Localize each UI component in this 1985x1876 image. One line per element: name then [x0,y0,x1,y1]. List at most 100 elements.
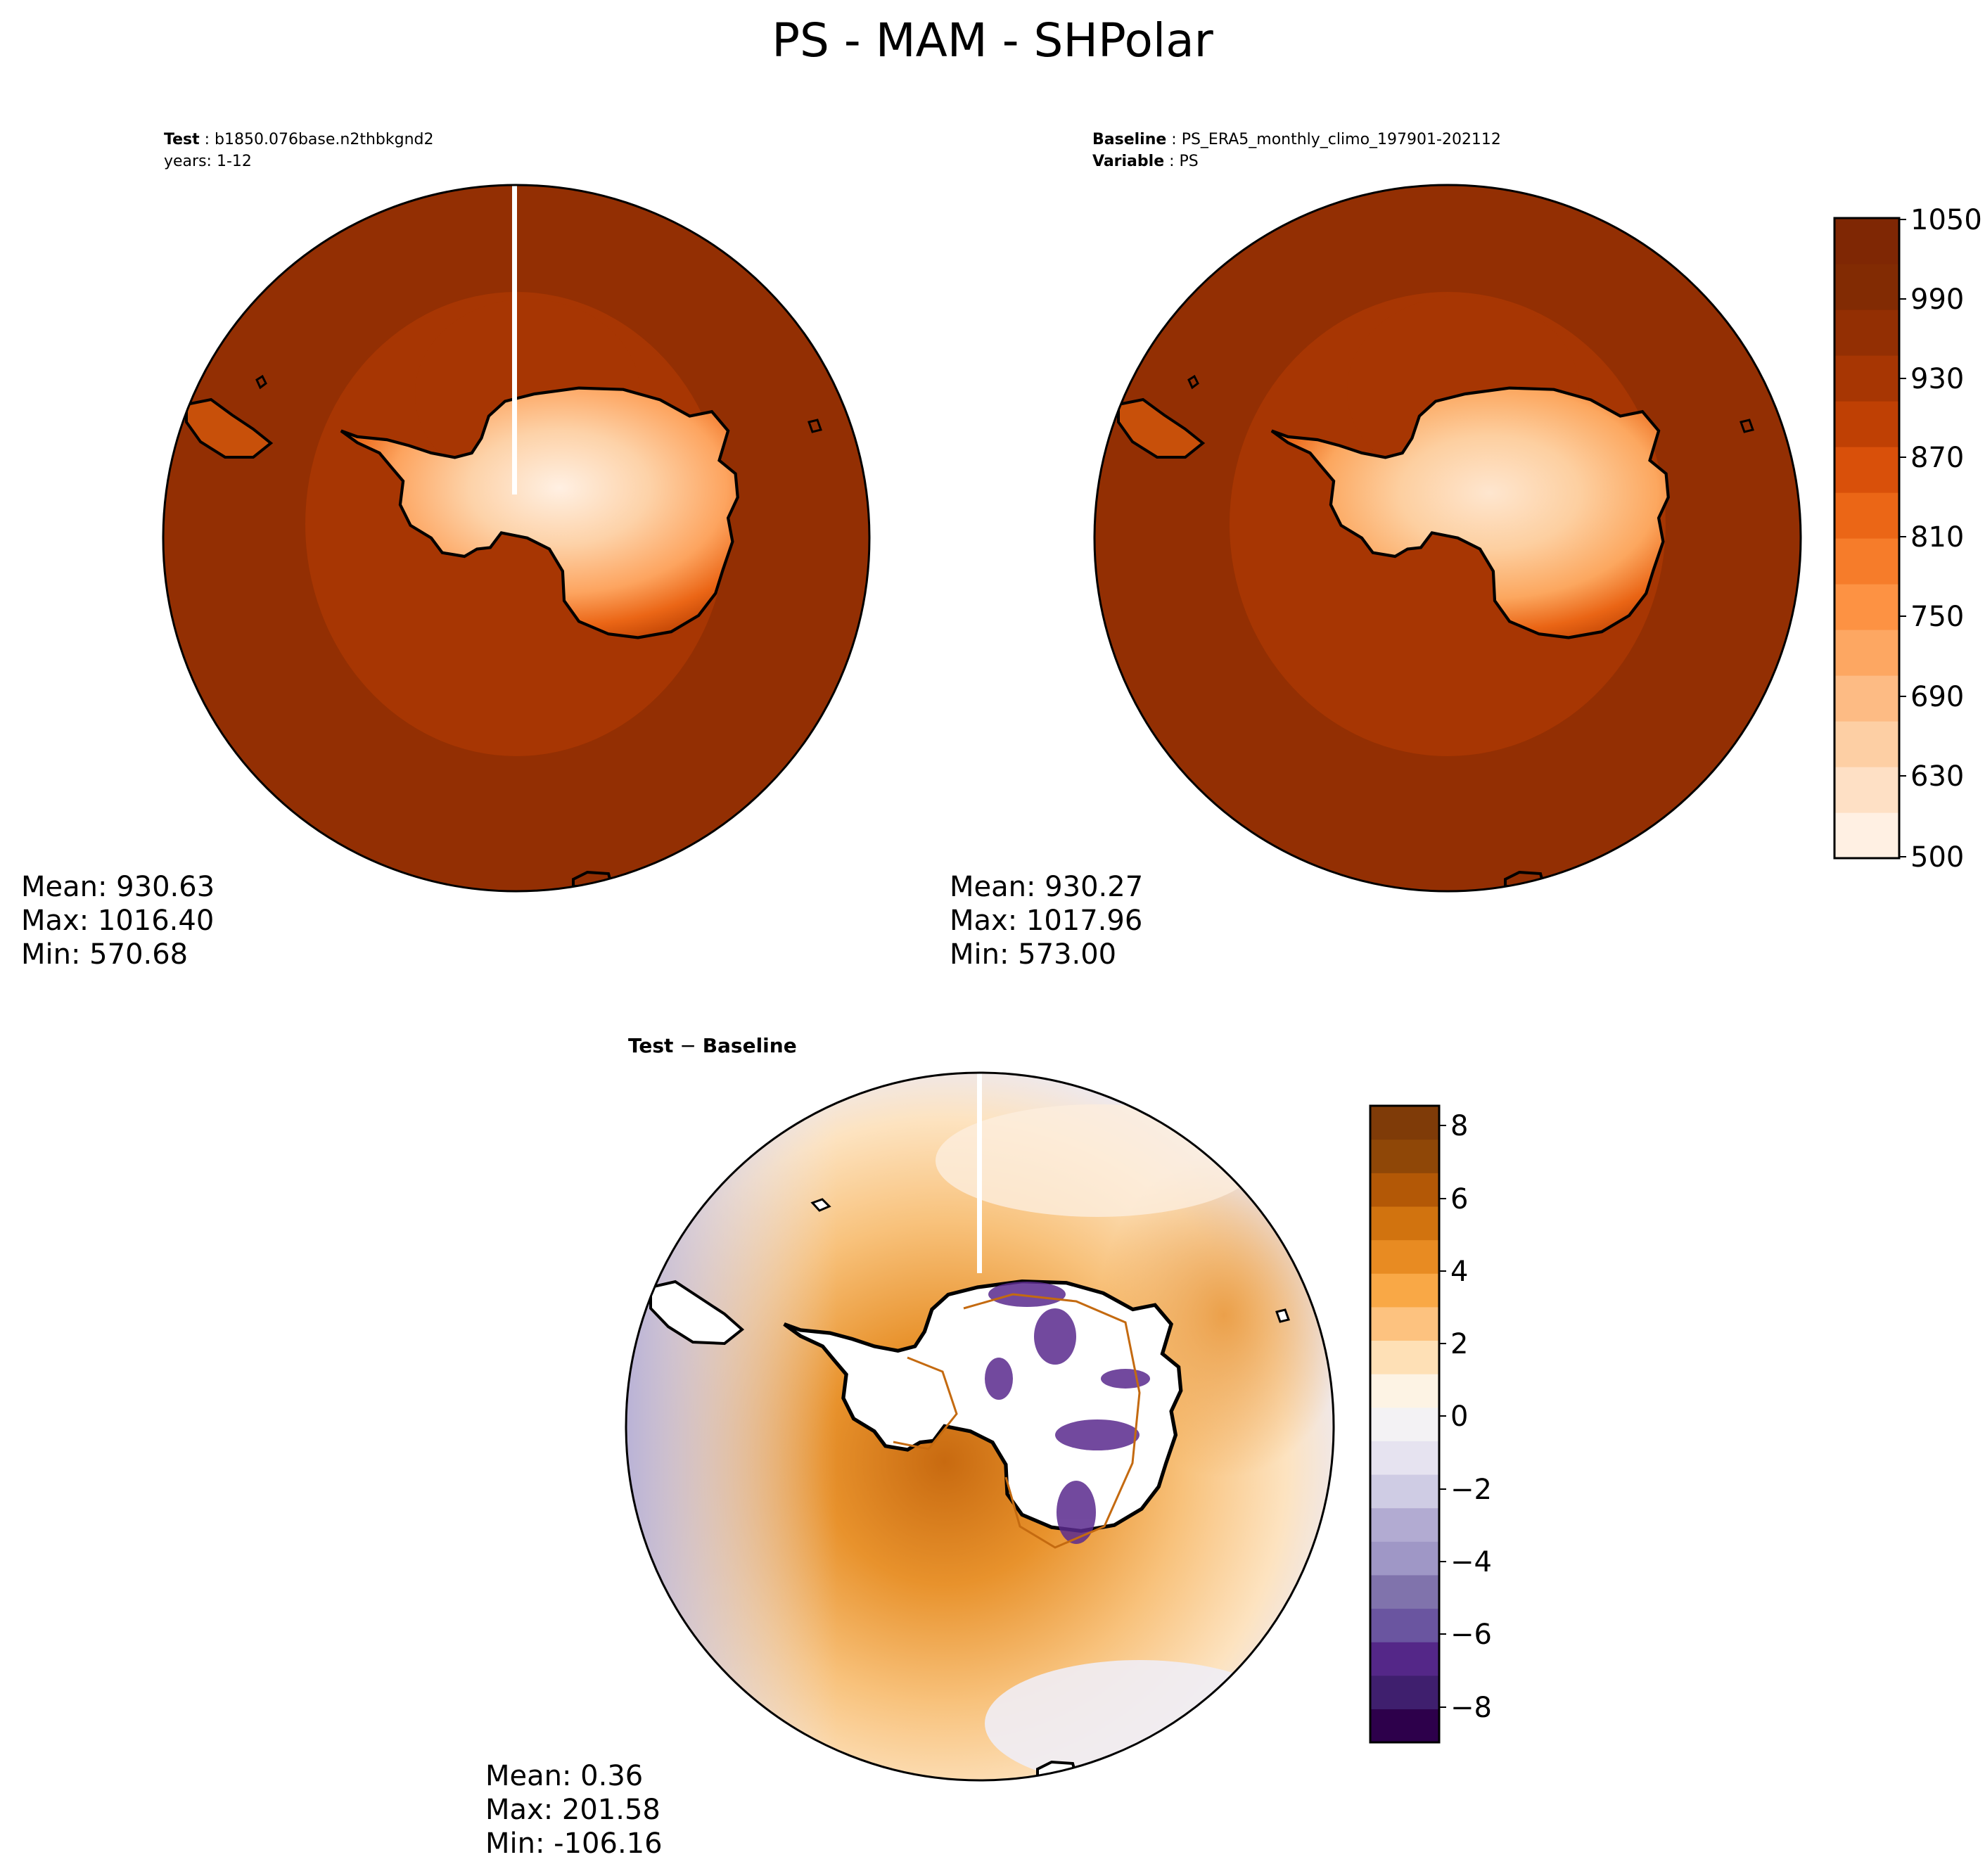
colorbar-field-swatch [1834,584,1899,630]
colorbar-diff-tick-label: 6 [1450,1183,1468,1215]
colorbar-diff-tick-label: −4 [1450,1546,1492,1578]
colorbar-diff-swatch [1370,1273,1439,1308]
colorbar-diff-swatch [1370,1709,1439,1743]
colorbar-diff-ticks: 8 6 4 2 0 −2 −4 −6 −8 [1439,1110,1492,1724]
colorbar-diff-swatch [1370,1206,1439,1241]
colorbar-diff-swatch [1370,1407,1439,1441]
colorbar-diff-swatches [1370,1106,1439,1743]
diff-title-right: Baseline [703,1034,797,1057]
colorbar-field-tick-label: 810 [1910,521,1964,554]
colorbar-diff-swatch [1370,1541,1439,1576]
baseline-label-value: PS_ERA5_monthly_climo_197901-202112 [1182,131,1501,148]
panel-baseline: Baseline : PS_ERA5_monthly_climo_197901-… [950,131,1802,971]
diff-map [626,1073,1334,1780]
colorbar-field-tick-label: 1050 [1910,204,1982,236]
colorbar-field-tick-label: 630 [1910,760,1964,793]
colorbar-diff-swatch [1370,1374,1439,1408]
diff-title-op: − [673,1034,702,1057]
colorbar-field-swatch [1834,355,1899,402]
colorbar-diff-swatch [1370,1675,1439,1709]
svg-text:Variable : PS: Variable : PS [1092,153,1199,170]
colorbar-field-swatch [1834,447,1899,493]
svg-text:Test : b1850.076base.n2thbkgnd: Test : b1850.076base.n2thbkgnd2 [164,131,434,148]
panel-test: Test : b1850.076base.n2thbkgnd2 years: 1… [21,131,871,971]
panel-test-label: Test : b1850.076base.n2thbkgnd2 years: 1… [164,131,434,170]
diff-missing-meridian [977,1073,982,1273]
colorbar-field-swatch [1834,492,1899,539]
colorbar-diff-swatch [1370,1139,1439,1173]
colorbar-diff-tick-label: 4 [1450,1256,1468,1288]
colorbar-diff-swatch [1370,1173,1439,1207]
test-label-value: b1850.076base.n2thbkgnd2 [215,131,433,148]
colorbar-field-ticks: 1050 990 930 870 810 750 690 630 500 [1899,204,1982,874]
test-stats: Mean: 930.63 Max: 1016.40 Min: 570.68 [21,871,215,971]
colorbar-field-frame [1833,217,1901,860]
colorbar-diff-tick-label: −6 [1450,1619,1492,1651]
colorbar-diff-tick-label: −2 [1450,1474,1492,1506]
colorbar-field-swatch [1834,310,1899,356]
colorbar-diff-swatch [1370,1340,1439,1374]
panel-diff: Test − Baseline [485,1034,1335,1860]
diff-title-left: Test [628,1034,673,1057]
colorbar-diff-swatch [1370,1507,1439,1542]
diff-land-contours [893,1293,1141,1549]
colorbar-diff-swatch [1370,1239,1439,1274]
colorbar-diff-tick-label: 8 [1450,1110,1468,1142]
baseline-variable-value: PS [1180,153,1199,170]
colorbar-field-tick-label: 690 [1910,681,1964,713]
colorbar-diff-swatch [1370,1574,1439,1609]
colorbar-diff-swatch [1370,1608,1439,1642]
colorbar-diff-swatch [1370,1441,1439,1475]
colorbar-field-tick-label: 990 [1910,283,1964,316]
colorbar-field-swatch [1834,721,1899,767]
test-stat-min: Min: 570.68 [21,938,188,971]
colorbar-field-swatch [1834,767,1899,813]
diff-map-border [625,1071,1335,1782]
colorbar-diff-swatch [1370,1306,1439,1341]
diff-stats: Mean: 0.36 Max: 201.58 Min: -106.16 [485,1760,663,1860]
baseline-map-border [1093,184,1802,893]
test-map [163,185,869,891]
colorbar-diff-tick-label: −8 [1450,1692,1492,1724]
colorbar-diff-tick-label: 2 [1450,1328,1468,1360]
colorbar-field-swatch [1834,401,1899,447]
baseline-map [1094,185,1801,891]
colorbar-diff: 8 6 4 2 0 −2 −4 −6 −8 [1369,1104,1492,1744]
colorbar-field-tick-label: 930 [1910,363,1964,395]
test-years: years: 1-12 [164,153,252,170]
colorbar-field-swatch [1834,218,1899,264]
baseline-stat-max: Max: 1017.96 [950,905,1142,937]
colorbar-field: 1050 990 930 870 810 750 690 630 500 [1833,204,1982,874]
colorbar-field-swatch [1834,675,1899,722]
baseline-variable-key: Variable [1092,153,1164,170]
figure-title: PS - MAM - SHPolar [772,13,1213,68]
baseline-stat-mean: Mean: 930.27 [950,871,1143,903]
colorbar-field-tick-label: 870 [1910,442,1964,474]
colorbar-diff-swatch [1370,1474,1439,1509]
colorbar-field-swatch [1834,538,1899,585]
test-map-border [162,184,871,893]
diff-land-negative-patches [985,1282,1150,1544]
baseline-label-key: Baseline [1092,131,1166,148]
baseline-stat-min: Min: 573.00 [950,938,1116,971]
panel-baseline-label: Baseline : PS_ERA5_monthly_climo_197901-… [1092,131,1501,170]
test-label-key: Test [164,131,200,148]
svg-text:Baseline : PS_ERA5_monthly_cli: Baseline : PS_ERA5_monthly_climo_197901-… [1092,131,1501,148]
colorbar-diff-swatch [1370,1642,1439,1676]
colorbar-field-swatches [1834,218,1899,859]
test-missing-meridian [512,185,517,494]
colorbar-diff-tick-label: 0 [1450,1400,1468,1433]
baseline-stats: Mean: 930.27 Max: 1017.96 Min: 573.00 [950,871,1143,971]
diff-stat-max: Max: 201.58 [485,1794,660,1826]
colorbar-field-swatch [1834,264,1899,310]
colorbar-diff-swatch [1370,1106,1439,1140]
test-stat-max: Max: 1016.40 [21,905,214,937]
diff-stat-mean: Mean: 0.36 [485,1760,643,1792]
colorbar-field-tick-label: 500 [1910,841,1964,874]
colorbar-field-tick-label: 750 [1910,601,1964,633]
test-stat-mean: Mean: 930.63 [21,871,215,903]
diff-title: Test − Baseline [628,1034,797,1057]
colorbar-field-swatch [1834,812,1899,859]
colorbar-field-swatch [1834,630,1899,676]
